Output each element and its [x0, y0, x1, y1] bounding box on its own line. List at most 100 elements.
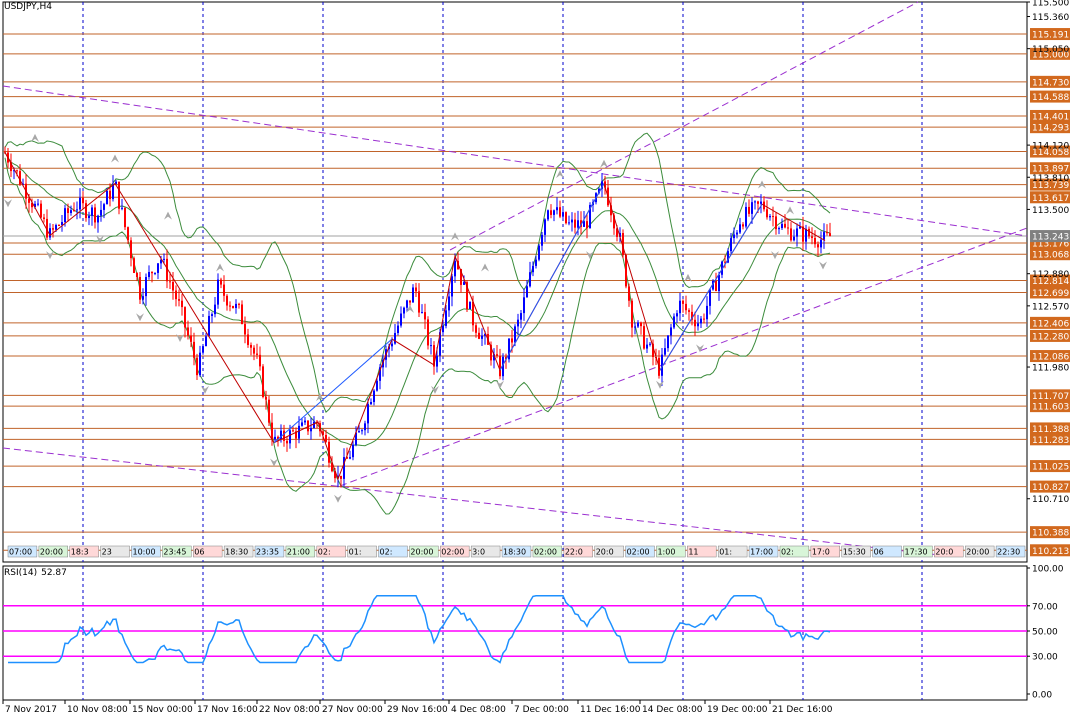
price-level-label: 113.068: [1032, 251, 1069, 261]
trend-line[interactable]: [339, 227, 1028, 487]
candle-body: [79, 197, 81, 210]
price-level-label: 112.086: [1032, 353, 1069, 363]
candle-body: [724, 261, 726, 263]
price-level-box: [1030, 121, 1070, 134]
candle-body: [40, 203, 42, 218]
fractal-down-arrow: [431, 385, 439, 394]
candle-body: [427, 319, 429, 346]
price-level-label: 113.617: [1032, 194, 1069, 204]
candle-body: [598, 188, 600, 194]
horizontal-levels[interactable]: [3, 33, 1027, 551]
candle-body: [532, 265, 534, 273]
candle-body: [472, 301, 474, 326]
price-level-box: [1030, 191, 1070, 204]
candle-body: [280, 430, 282, 440]
rsi-axis-label: 0.00: [1032, 691, 1052, 701]
candle-body: [718, 274, 720, 292]
candle-body: [424, 312, 426, 320]
price-axis-label: 113.500: [1032, 206, 1069, 216]
candle-body: [43, 217, 45, 219]
candle-body: [109, 190, 111, 200]
candle-body: [754, 201, 756, 203]
candle-body: [292, 430, 294, 432]
candle-body: [409, 300, 411, 303]
session-label-box: [285, 545, 316, 558]
candle-body: [28, 198, 30, 203]
candle-body: [748, 206, 750, 214]
price-level-label: 114.730: [1032, 78, 1069, 88]
date-axis-label: 11 Dec 16:00: [580, 705, 641, 715]
candle-body: [814, 237, 816, 245]
candle-body: [367, 404, 369, 424]
candle-body: [493, 354, 495, 361]
session-label: 20:0: [935, 548, 953, 557]
candle-body: [619, 233, 621, 237]
fractal-down-arrow: [96, 235, 104, 244]
candle-body: [10, 162, 12, 172]
candle-body: [436, 355, 438, 367]
price-axis-label: 115.050: [1032, 45, 1069, 55]
price-axis-label: 113.810: [1032, 174, 1069, 184]
candle-body: [178, 299, 180, 301]
candle-body: [466, 282, 468, 309]
candle-body: [163, 258, 165, 260]
candle-body: [247, 334, 249, 345]
rsi-subwindow[interactable]: 100.00 70.00 50.00 30.00 0.00: [3, 565, 1064, 701]
date-axis-label: 10 Nov 08:00: [67, 705, 128, 715]
session-label-box: [779, 545, 810, 558]
candle-body: [571, 219, 573, 223]
price-level-box: [1030, 286, 1070, 299]
candle-body: [376, 380, 378, 391]
price-level-box: [1030, 389, 1070, 402]
candle-body: [736, 232, 738, 235]
candle-body: [31, 202, 33, 208]
candle-body: [826, 232, 828, 234]
price-level-label: 115.191: [1032, 31, 1069, 41]
candle-body: [88, 215, 90, 219]
candle-body: [220, 279, 222, 285]
candle-body: [301, 422, 303, 426]
candle-body: [727, 251, 729, 263]
fractal-up-arrow: [684, 273, 692, 282]
candle-body: [688, 310, 690, 312]
candle-body: [115, 181, 117, 185]
candle-body: [703, 318, 705, 320]
price-level-box: [1030, 178, 1070, 191]
candle-body: [334, 471, 336, 479]
candle-body: [403, 307, 405, 314]
session-label: 01:: [349, 548, 362, 557]
candle-body: [562, 212, 564, 217]
trend-line[interactable]: [449, 1, 919, 251]
candle-body: [661, 354, 663, 376]
candle-body: [397, 325, 399, 334]
candle-body: [733, 234, 735, 239]
candle-body: [175, 290, 177, 300]
trend-line[interactable]: [2, 447, 949, 557]
trend-line[interactable]: [2, 85, 1028, 237]
candle-body: [148, 271, 150, 278]
price-level-label: 110.213: [1032, 547, 1069, 557]
candle-body: [37, 203, 39, 205]
candle-body: [166, 258, 168, 282]
session-label-box: [193, 545, 223, 558]
trend-lines[interactable]: [2, 1, 1028, 557]
candle-body: [286, 440, 288, 444]
zigzag-down: [4, 152, 826, 481]
candle-body: [145, 277, 147, 297]
candle-body: [586, 221, 588, 229]
price-level-box: [1030, 109, 1070, 122]
fractal-up-arrow: [451, 232, 459, 241]
candle-body: [94, 207, 96, 223]
session-label: 17:30: [904, 548, 927, 557]
fractal-down-arrow: [819, 261, 827, 270]
candle-body: [100, 209, 102, 216]
session-label: 02:: [318, 548, 331, 557]
candle-body: [805, 228, 807, 242]
session-label: 1:00: [657, 548, 675, 557]
session-label: 20:0: [596, 548, 614, 557]
candle-body: [265, 396, 267, 400]
fractal-up-arrow: [316, 393, 324, 402]
fractal-down-arrow: [696, 344, 704, 353]
